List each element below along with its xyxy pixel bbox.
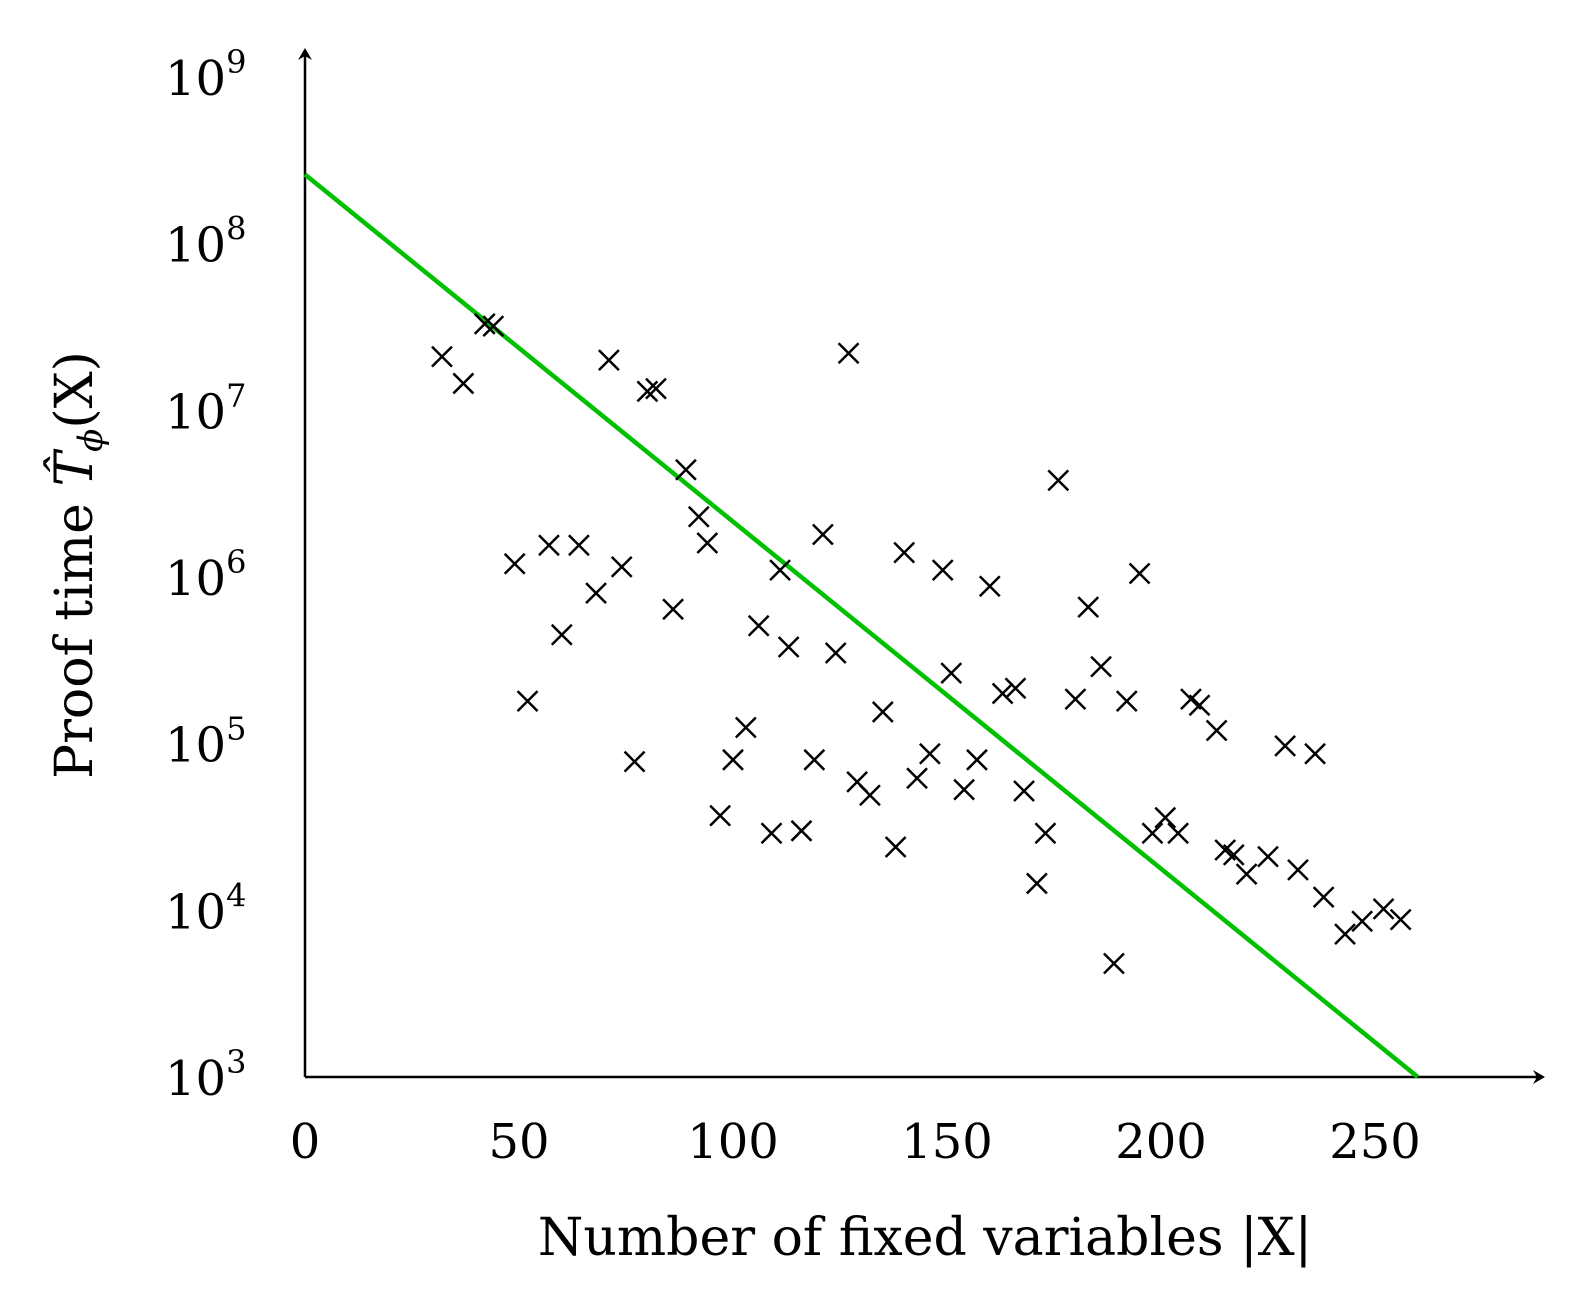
- data-point: [871, 701, 894, 723]
- x-tick-label: 200: [1115, 1114, 1207, 1170]
- data-point: [1047, 469, 1070, 492]
- data-point: [636, 380, 659, 403]
- data-point: [722, 748, 744, 771]
- data-point: [1257, 845, 1279, 868]
- data-point: [538, 534, 560, 557]
- data-point: [550, 623, 573, 646]
- x-tick-labels: 0 50 100 150 200 250: [290, 1114, 1421, 1170]
- data-point: [811, 523, 834, 546]
- data-point: [760, 822, 783, 845]
- data-point: [931, 559, 954, 581]
- data-point: [893, 541, 916, 564]
- data-point: [610, 556, 633, 578]
- data-point: [859, 784, 881, 807]
- y-axis-title-var: T̂: [44, 449, 105, 487]
- data-points-layer: [431, 313, 1412, 975]
- x-tick-label: 0: [290, 1114, 321, 1170]
- data-point: [1372, 898, 1395, 920]
- data-point: [940, 662, 963, 685]
- data-point: [1167, 822, 1190, 845]
- fit-line: [303, 172, 1420, 1079]
- y-tick-label: 105: [165, 710, 246, 774]
- y-tick-label: 107: [165, 376, 246, 440]
- y-tick-label: 106: [165, 543, 246, 607]
- data-point: [1154, 806, 1177, 829]
- data-point: [473, 313, 496, 335]
- data-point: [662, 598, 684, 621]
- data-point: [1004, 677, 1027, 700]
- data-point: [687, 505, 710, 528]
- data-point: [1274, 734, 1297, 757]
- data-point: [790, 819, 813, 842]
- data-point: [1351, 910, 1374, 933]
- data-point: [769, 559, 791, 581]
- data-point: [1025, 872, 1048, 895]
- data-point: [884, 836, 907, 858]
- fit-line-layer: [303, 172, 1420, 1079]
- data-point: [452, 372, 475, 395]
- data-point: [1064, 688, 1087, 711]
- data-point: [1115, 690, 1138, 713]
- data-point: [991, 682, 1014, 705]
- data-point: [1141, 822, 1164, 845]
- data-point: [747, 614, 770, 637]
- data-point: [1235, 863, 1258, 885]
- data-point: [516, 690, 539, 713]
- data-point: [734, 716, 757, 739]
- data-point: [953, 778, 976, 801]
- data-point: [645, 377, 667, 400]
- data-point: [597, 349, 620, 372]
- data-point: [1334, 923, 1356, 945]
- data-point: [1077, 596, 1100, 618]
- data-point: [1312, 886, 1335, 909]
- data-point: [837, 342, 860, 365]
- data-point: [824, 642, 847, 664]
- y-tick-label: 109: [165, 43, 246, 107]
- data-point: [1304, 742, 1326, 765]
- y-axis-title-suffix: (X): [45, 351, 105, 429]
- data-point: [978, 575, 1001, 598]
- data-point: [482, 315, 505, 338]
- y-tick-label: 103: [165, 1043, 246, 1107]
- x-tick-label: 250: [1329, 1114, 1421, 1170]
- data-point: [623, 750, 646, 773]
- data-point: [431, 345, 453, 368]
- data-point: [966, 748, 988, 771]
- data-point: [568, 534, 590, 557]
- data-point: [1034, 822, 1057, 845]
- data-point: [777, 636, 800, 658]
- y-tick-label: 108: [165, 210, 246, 274]
- data-point: [1128, 562, 1151, 585]
- data-point: [709, 804, 732, 827]
- y-axis-title-sub: ϕ: [71, 429, 111, 452]
- data-point: [906, 767, 928, 790]
- data-point: [1389, 908, 1412, 931]
- data-point: [675, 458, 697, 481]
- data-point: [1103, 952, 1125, 975]
- x-axis-title: Number of fixed variables |X|: [538, 1208, 1312, 1268]
- y-tick-label: 104: [165, 876, 246, 940]
- data-point: [696, 532, 719, 554]
- data-point: [1287, 858, 1309, 881]
- y-axis-title-prefix: Proof time: [45, 487, 105, 779]
- data-point: [1013, 780, 1035, 802]
- data-point: [1222, 844, 1245, 866]
- y-axis-title: Proof time T̂ϕ(X): [44, 351, 111, 779]
- data-point: [803, 748, 826, 771]
- data-point: [918, 742, 941, 765]
- data-point: [503, 552, 526, 575]
- x-tick-label: 150: [901, 1114, 993, 1170]
- x-tick-label: 100: [687, 1114, 779, 1170]
- y-tick-labels: 103 104 105 106 107 108 109: [165, 43, 246, 1107]
- data-point: [585, 582, 607, 605]
- x-tick-label: 50: [488, 1114, 549, 1170]
- data-point: [1205, 719, 1228, 742]
- data-point: [1090, 655, 1112, 678]
- data-point: [1188, 694, 1211, 717]
